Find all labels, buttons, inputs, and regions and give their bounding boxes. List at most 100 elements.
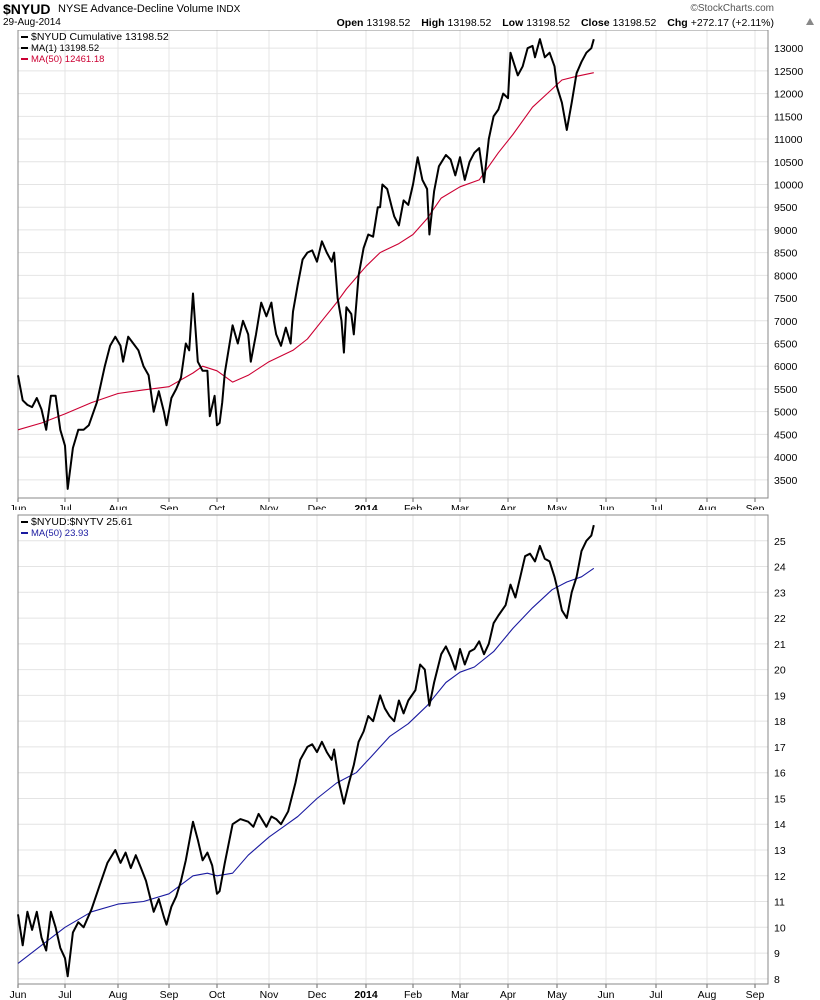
x-tick-label: Aug xyxy=(109,989,128,1000)
x-tick-label: Jun xyxy=(598,503,615,510)
index-name: NYSE Advance-Decline Volume INDX xyxy=(58,3,240,15)
legend-entry: MA(50) 12461.18 xyxy=(31,54,104,65)
legend-entry: $NYUD:$NYTV 25.61 xyxy=(31,516,133,528)
y-tick-label: 8000 xyxy=(774,270,798,282)
x-tick-label: Aug xyxy=(698,503,717,510)
x-tick-label: Sep xyxy=(746,989,765,1000)
y-tick-label: 5500 xyxy=(774,384,798,396)
x-tick-label: Dec xyxy=(308,503,327,510)
y-tick-label: 24 xyxy=(774,562,786,574)
y-tick-label: 25 xyxy=(774,536,786,548)
y-tick-label: 7500 xyxy=(774,293,798,305)
legend-entry: MA(1) 13198.52 xyxy=(31,43,99,54)
exchange-label: INDX xyxy=(216,4,241,15)
x-tick-label: Apr xyxy=(500,989,517,1000)
x-tick-label: Sep xyxy=(160,989,179,1000)
x-tick-label: Jul xyxy=(58,989,71,1000)
y-tick-label: 3500 xyxy=(774,475,798,487)
x-tick-label: Jul xyxy=(649,989,662,1000)
y-tick-label: 5000 xyxy=(774,407,798,419)
low-label: Low xyxy=(502,17,524,29)
y-tick-label: 10000 xyxy=(774,179,803,191)
y-tick-label: 15 xyxy=(774,793,786,805)
close-label: Close xyxy=(580,17,610,29)
y-tick-label: 12 xyxy=(774,871,786,883)
x-tick-label: Dec xyxy=(308,989,327,1000)
y-tick-label: 9 xyxy=(774,948,780,960)
x-tick-label: Jul xyxy=(58,503,71,510)
y-tick-label: 13 xyxy=(774,845,786,857)
low-value: 13198.52 xyxy=(526,17,571,29)
x-tick-label: Mar xyxy=(451,989,470,1000)
plot-frame xyxy=(17,514,769,985)
y-tick-label: 13000 xyxy=(774,43,803,55)
y-tick-label: 12000 xyxy=(774,89,803,101)
cumulative-price-panel: 3500 4000 4500 5000 5500 6000 6500 7000 7500 8000… xyxy=(10,30,803,510)
y-tick-label: 19 xyxy=(774,690,786,702)
chg-label: Chg xyxy=(667,17,688,29)
ratio-panel: 8 9 10 11 12 13 14 15 16 17 18 19 20 21 22 23 24 25 Jun Jul… xyxy=(10,514,786,1000)
y-tick-label: 20 xyxy=(774,665,786,677)
y-tick-label: 12500 xyxy=(774,66,803,78)
y-tick-label: 8500 xyxy=(774,248,798,260)
x-tick-label: Nov xyxy=(260,503,279,510)
ticker-symbol: $NYUD xyxy=(3,1,51,17)
ma50-series-line xyxy=(17,567,595,964)
open-label: Open xyxy=(336,17,364,29)
y-tick-label: 23 xyxy=(774,587,786,599)
x-tick-label: May xyxy=(547,503,568,510)
y-tick-label: 9500 xyxy=(774,202,798,214)
ma50-series-line xyxy=(17,72,594,431)
y-tick-label: 17 xyxy=(774,742,786,754)
y-tick-label: 10 xyxy=(774,922,786,934)
y-tick-label: 10500 xyxy=(774,157,803,169)
plot-frame xyxy=(17,30,769,499)
x-tick-label: Nov xyxy=(260,989,279,1000)
open-value: 13198.52 xyxy=(366,17,411,29)
x-tick-label: Jun xyxy=(598,989,615,1000)
grid-lines xyxy=(17,515,768,984)
y-tick-label: 4500 xyxy=(774,429,798,441)
high-value: 13198.52 xyxy=(447,17,492,29)
y-tick-label: 6000 xyxy=(774,361,798,373)
x-tick-label: Jul xyxy=(649,503,662,510)
x-tick-label: May xyxy=(547,989,568,1000)
x-tick-label: Aug xyxy=(698,989,717,1000)
quote-line: Open 13198.52 High 13198.52 Low 13198.52 Cl… xyxy=(329,17,774,29)
x-tick-label: 2014 xyxy=(354,503,378,510)
x-tick-label: Sep xyxy=(746,503,765,510)
x-tick-label: Feb xyxy=(404,989,422,1000)
legend-entry: MA(50) 23.93 xyxy=(31,528,89,539)
x-tick-label: Feb xyxy=(404,503,422,510)
x-tick-label: Aug xyxy=(109,503,128,510)
grid-lines xyxy=(17,30,768,498)
y-tick-label: 6500 xyxy=(774,339,798,351)
index-title: NYSE Advance-Decline Volume xyxy=(58,3,214,15)
price-series-line xyxy=(17,38,595,490)
high-label: High xyxy=(421,17,445,29)
x-tick-label: Oct xyxy=(209,503,225,510)
y-tick-label: 9000 xyxy=(774,225,798,237)
legend-entry: $NYUD Cumulative 13198.52 xyxy=(31,31,169,43)
x-tick-label: Sep xyxy=(160,503,179,510)
y-tick-label: 21 xyxy=(774,639,786,651)
x-tick-label: Oct xyxy=(209,989,225,1000)
up-arrow-icon xyxy=(806,18,814,25)
chart-header: $NYUD NYSE Advance-Decline Volume INDX 2… xyxy=(0,0,820,30)
chg-value: +272.17 (+2.11%) xyxy=(690,17,774,29)
y-tick-label: 16 xyxy=(774,768,786,780)
x-tick-label: 2014 xyxy=(354,989,378,1000)
price-series-line xyxy=(17,524,595,978)
y-tick-label: 8 xyxy=(774,974,780,986)
y-tick-label: 4000 xyxy=(774,452,798,464)
y-tick-label: 14 xyxy=(774,819,786,831)
x-tick-label: Jun xyxy=(10,503,27,510)
x-tick-label: Mar xyxy=(451,503,470,510)
y-tick-label: 11 xyxy=(774,897,785,909)
quote-date: 29-Aug-2014 xyxy=(3,17,61,28)
x-tick-label: Apr xyxy=(500,503,517,510)
y-tick-label: 11000 xyxy=(774,134,803,146)
y-tick-label: 18 xyxy=(774,716,786,728)
brand-label: ©StockCharts.com xyxy=(690,3,774,14)
y-tick-label: 7000 xyxy=(774,316,798,328)
